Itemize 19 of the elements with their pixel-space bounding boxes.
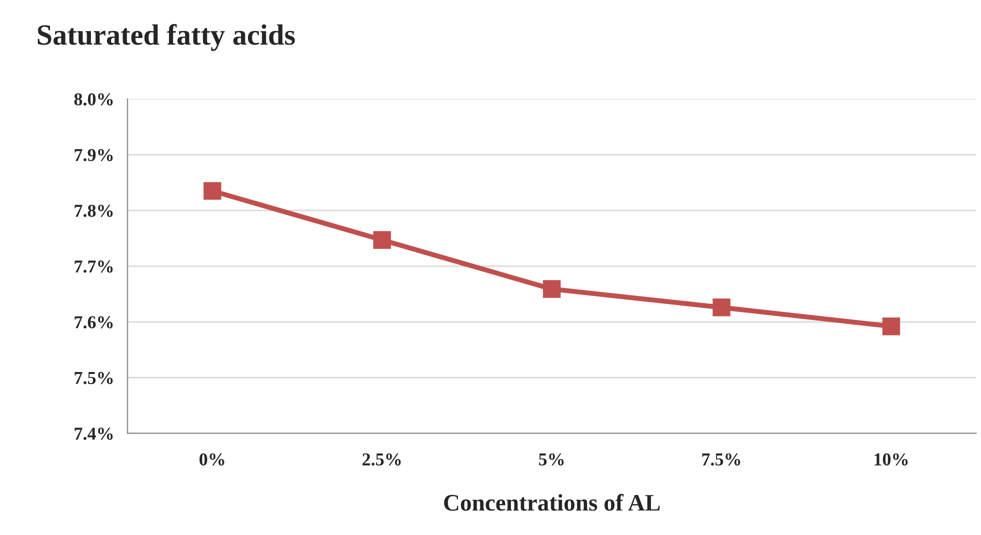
point — [712, 298, 730, 316]
x-tick-label: 7.5% — [702, 453, 740, 466]
y-tick-label: 7.9% — [74, 148, 113, 162]
x-tick-label: 5% — [538, 453, 564, 466]
point — [882, 317, 900, 336]
point — [204, 182, 222, 200]
y-tick-label: 7.8% — [74, 204, 113, 217]
y-tick-label: 7.7% — [74, 260, 113, 273]
x-tick-label: 0% — [200, 453, 224, 466]
x-tick-label: 2.5% — [362, 453, 401, 466]
x-axis-title: Concentrations of AL — [444, 494, 660, 511]
point — [542, 280, 561, 298]
point — [373, 231, 391, 249]
y-tick-label: 8.0% — [74, 93, 113, 106]
y-tick-label: 7.6% — [74, 316, 113, 328]
y-tick-label: 7.4% — [74, 428, 113, 440]
x-tick-label: 10% — [874, 453, 908, 466]
chart-title: Saturated fatty acids — [38, 24, 295, 51]
y-tick-label: 7.5% — [74, 372, 113, 384]
